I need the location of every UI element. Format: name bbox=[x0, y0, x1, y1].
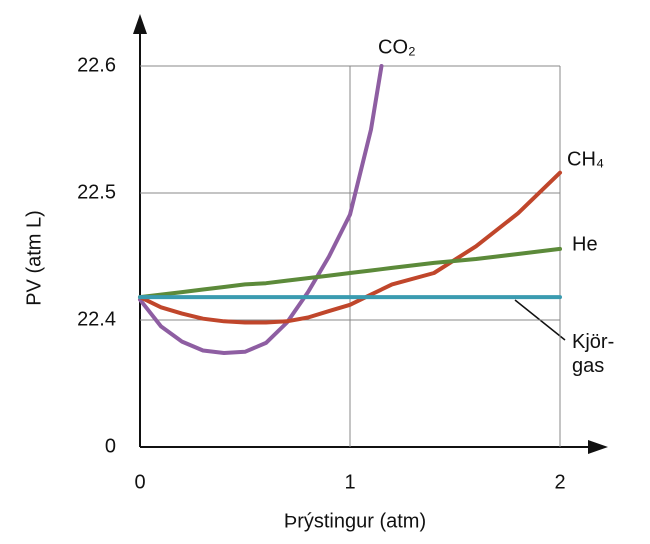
series-line bbox=[138, 64, 384, 355]
x-tick-label: 2 bbox=[554, 471, 565, 493]
series-line bbox=[138, 246, 562, 300]
y-arrow bbox=[133, 14, 147, 34]
x-tick-label: 0 bbox=[134, 471, 145, 493]
x-axis-label: Þrýstingur (atm) bbox=[284, 510, 426, 532]
series-label: He bbox=[572, 233, 598, 255]
series-label: CH₄ bbox=[567, 148, 604, 170]
y-axis-label: PV (atm L) bbox=[23, 210, 45, 306]
y-tick-label: 0 bbox=[105, 435, 116, 457]
x-tick-label: 1 bbox=[344, 471, 355, 493]
series-line bbox=[138, 170, 562, 325]
y-tick-label: 22.4 bbox=[77, 308, 116, 330]
y-tick-label: 22.6 bbox=[77, 54, 116, 76]
series-label: Kjör-gas bbox=[572, 331, 615, 377]
series-label: CO₂ bbox=[378, 36, 416, 58]
x-arrow bbox=[588, 440, 608, 454]
y-tick-label: 22.5 bbox=[77, 181, 116, 203]
